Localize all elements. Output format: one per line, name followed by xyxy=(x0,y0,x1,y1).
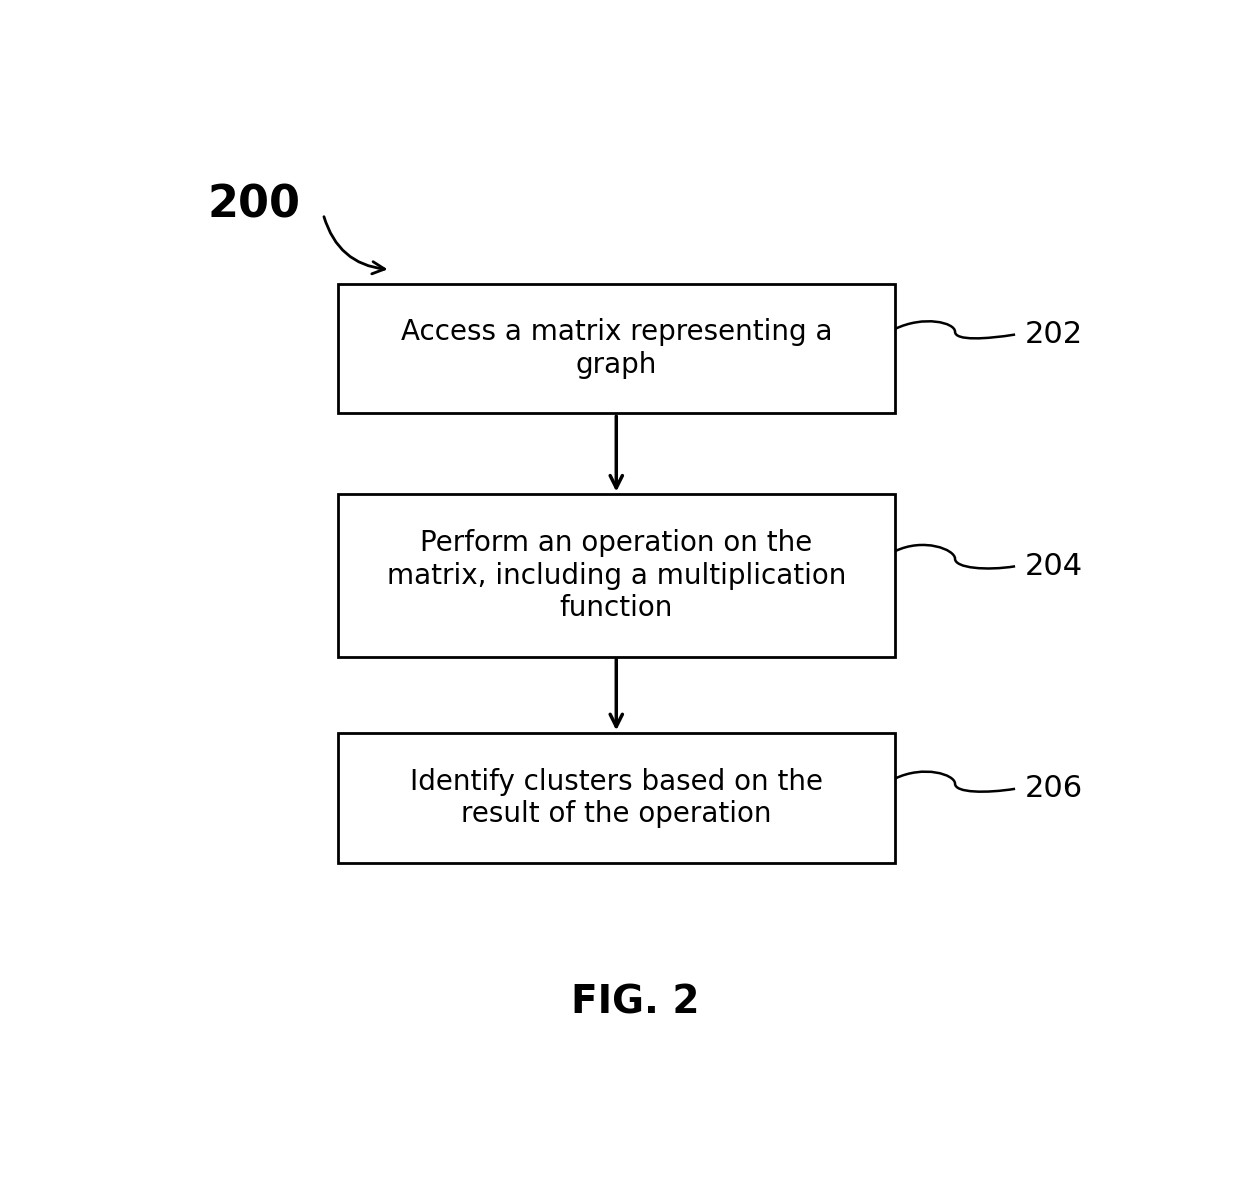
Text: 204: 204 xyxy=(1024,551,1083,580)
Text: Identify clusters based on the
result of the operation: Identify clusters based on the result of… xyxy=(409,768,823,828)
Text: 202: 202 xyxy=(1024,320,1083,349)
Bar xyxy=(337,495,895,656)
Text: Access a matrix representing a
graph: Access a matrix representing a graph xyxy=(401,318,832,378)
Bar xyxy=(337,733,895,863)
Text: FIG. 2: FIG. 2 xyxy=(572,982,699,1021)
Text: 206: 206 xyxy=(1024,774,1083,803)
Text: 200: 200 xyxy=(208,183,301,226)
Bar xyxy=(337,284,895,413)
Text: Perform an operation on the
matrix, including a multiplication
function: Perform an operation on the matrix, incl… xyxy=(387,530,846,622)
